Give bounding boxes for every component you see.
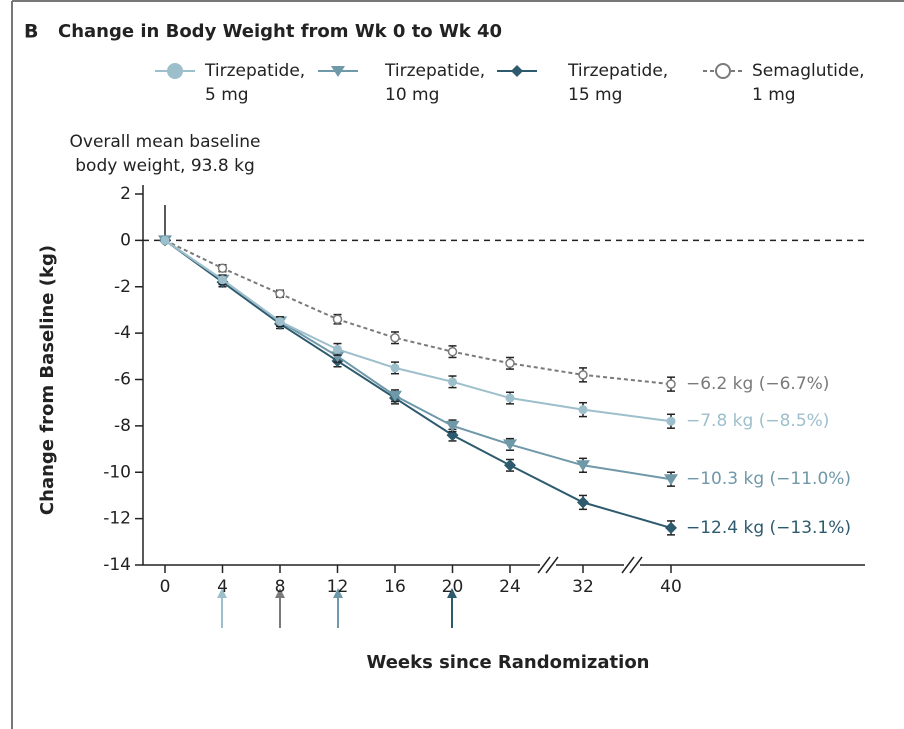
panel-letter: B	[24, 21, 38, 43]
value-label: −10.3 kg (−11.0%)	[686, 469, 851, 489]
data-point	[504, 459, 516, 472]
data-point	[666, 379, 676, 389]
data-point	[576, 460, 590, 472]
data-point	[578, 405, 588, 415]
x-tick-label: 32	[572, 577, 594, 597]
series-line	[164, 239, 672, 423]
chart-title: Change in Body Weight from Wk 0 to Wk 40	[58, 21, 502, 42]
data-point	[217, 263, 228, 273]
y-tick-label: 2	[120, 184, 131, 204]
data-point	[503, 439, 517, 451]
data-point	[666, 416, 676, 426]
series-line	[164, 239, 672, 529]
data-point	[330, 351, 345, 363]
x-axis-label: Weeks since Randomization	[367, 652, 650, 673]
x-tick-label: 40	[660, 577, 682, 597]
legend-label: Semaglutide, 1 mg	[752, 61, 865, 105]
legend-marker	[167, 63, 183, 79]
data-point	[390, 333, 400, 343]
axis-break	[537, 556, 643, 574]
x-tick-label: 8	[275, 577, 286, 597]
y-axis-label: Change from Baseline (kg)	[37, 245, 58, 515]
data-point	[160, 235, 170, 245]
legend-label: Tirzepatide, 10 mg	[385, 61, 486, 105]
x-tick-label: 4	[217, 577, 228, 597]
x-tick-label: 24	[499, 577, 521, 597]
value-label: −7.8 kg (−8.5%)	[686, 411, 829, 431]
legend-label: Tirzepatide, 15 mg	[568, 61, 669, 105]
x-tick-label: 16	[384, 577, 406, 597]
y-tick-label: -2	[114, 277, 131, 297]
data-point	[577, 496, 589, 509]
x-tick-label: 12	[327, 577, 349, 597]
data-point	[275, 288, 285, 299]
data-point	[505, 393, 515, 403]
data-point	[448, 377, 457, 387]
series: −7.8 kg (−8.5%)	[160, 235, 829, 431]
annotation: Overall mean baseline body weight, 93.8 …	[69, 132, 261, 176]
series: −6.2 kg (−6.7%)	[160, 235, 829, 394]
data-point	[447, 346, 458, 357]
data-point	[333, 344, 342, 354]
y-tick-label: -10	[103, 462, 131, 482]
x-tick-label: 20	[442, 577, 464, 597]
series: −10.3 kg (−11.0%)	[158, 235, 851, 489]
data-point	[332, 314, 343, 324]
legend-marker	[511, 65, 523, 77]
y-tick-label: 0	[120, 230, 131, 250]
legend-marker	[715, 63, 731, 79]
value-label: −12.4 kg (−13.1%)	[686, 518, 851, 538]
y-tick-label: -4	[114, 323, 131, 343]
y-tick-label: -6	[114, 370, 131, 390]
data-point	[445, 420, 460, 432]
value-label: −6.2 kg (−6.7%)	[686, 374, 829, 394]
series-line	[164, 239, 672, 386]
data-point	[578, 370, 588, 380]
series-line	[164, 239, 672, 481]
data-point	[665, 521, 677, 534]
y-tick-label: -14	[103, 555, 131, 575]
x-tick-label: 0	[160, 577, 171, 597]
y-tick-label: -12	[103, 509, 131, 529]
y-tick-label: -8	[114, 416, 131, 436]
data-point	[388, 390, 402, 402]
legend-label: Tirzepatide, 5 mg	[205, 61, 306, 105]
data-point	[390, 363, 400, 373]
data-point	[218, 275, 227, 285]
legend-marker	[331, 66, 345, 77]
dose-arrows	[217, 588, 457, 628]
data-point	[505, 358, 515, 369]
data-point	[275, 317, 285, 327]
data-point	[664, 474, 678, 486]
